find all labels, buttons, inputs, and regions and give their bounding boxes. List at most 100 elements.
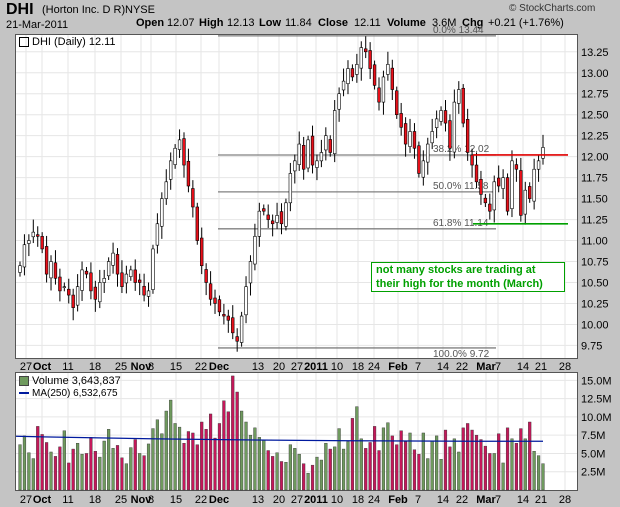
candle-body xyxy=(115,254,120,275)
candle-body xyxy=(80,269,84,291)
candle-body xyxy=(461,87,465,124)
annotation-line-2: their high for the month (March) xyxy=(376,278,543,290)
volume-bar xyxy=(355,406,359,491)
price-x-tick-label: 7 xyxy=(495,361,501,373)
volume-x-tick-label: 11 xyxy=(62,494,73,506)
volume-x-tick-label: 7 xyxy=(415,494,421,506)
candle-body xyxy=(222,314,226,317)
candle-body xyxy=(293,160,297,172)
volume-y-tick-label: 7.5M xyxy=(581,430,605,442)
candle-body xyxy=(306,139,310,169)
candle-body xyxy=(98,282,102,303)
candle-body xyxy=(257,210,262,237)
symbol: DHI xyxy=(6,1,34,18)
price-y-tick-label: 13.00 xyxy=(581,68,609,80)
volume-bar xyxy=(381,427,386,491)
candle-body xyxy=(164,181,168,199)
volume-bar xyxy=(169,399,173,491)
candle-body xyxy=(89,272,93,292)
price-x-tick-label: Mar xyxy=(476,361,496,373)
candle-body xyxy=(270,220,275,225)
candle-body xyxy=(346,68,350,84)
candle-body xyxy=(541,147,545,159)
price-x-tick-label: 15 xyxy=(170,361,182,373)
candle-body xyxy=(528,186,532,199)
price-y-tick-label: 11.00 xyxy=(581,236,608,248)
candle-body xyxy=(62,286,66,288)
annotation-box: not many stocks are trading at their hig… xyxy=(371,262,565,292)
price-x-tick-label: 28 xyxy=(559,361,571,373)
candle-body xyxy=(510,160,514,209)
volume-bar xyxy=(195,444,199,491)
volume-bar xyxy=(293,448,297,491)
volume-bar xyxy=(412,449,417,491)
candle-body xyxy=(235,336,239,342)
watermark: © StockCharts.com xyxy=(509,3,596,14)
candle-body xyxy=(195,206,199,241)
candle-body xyxy=(519,170,523,216)
candle-body xyxy=(213,297,217,304)
candle-body xyxy=(532,168,536,202)
volume-bar xyxy=(248,434,253,491)
candle-body xyxy=(191,188,195,208)
price-y-tick-label: 10.25 xyxy=(581,298,609,310)
volume-legend: Volume 3,643,837 xyxy=(19,375,121,387)
candle-body xyxy=(310,135,315,166)
volume-y-tick-label: 15.0M xyxy=(581,375,612,387)
volume-x-tick-label: 24 xyxy=(368,494,380,506)
price-legend: DHI (Daily) 12.11 xyxy=(19,36,116,48)
ma-legend: MA(250) 6,532,675 xyxy=(19,388,118,399)
candle-body xyxy=(523,189,527,215)
candle-body xyxy=(248,261,253,284)
candle-body xyxy=(160,198,164,227)
price-y-tick-label: 13.25 xyxy=(581,47,609,59)
candle-body xyxy=(297,143,301,165)
volume-bar xyxy=(266,450,270,491)
volume-bar xyxy=(333,446,337,491)
volume-bar xyxy=(177,426,182,491)
volume-x-tick-label: 21 xyxy=(535,494,547,506)
volume-bar xyxy=(271,456,275,491)
volume-x-tick-label: 25 xyxy=(115,494,127,506)
fib-label: 100.0% 9.72 xyxy=(433,349,490,360)
volume-bar xyxy=(275,452,279,491)
candle-body xyxy=(430,131,434,144)
volume-bar xyxy=(191,432,195,491)
volume-bar xyxy=(408,432,412,491)
price-x-tick-label: 27 xyxy=(20,361,32,373)
price-x-tick-label: 24 xyxy=(368,361,380,373)
price-x-tick-label: Oct xyxy=(33,361,52,373)
candle-body xyxy=(67,288,71,296)
candle-body xyxy=(448,120,452,149)
volume-bar xyxy=(470,429,474,491)
annotation-line-1: not many stocks are trading at xyxy=(376,264,536,276)
volume-bar xyxy=(364,448,368,491)
candle-body xyxy=(434,118,439,129)
volume-bar xyxy=(209,413,213,491)
volume-y-tick-label: 2.5M xyxy=(581,467,605,479)
volume-bar xyxy=(31,458,35,491)
volume-bar xyxy=(483,445,487,491)
volume-x-tick-label: Oct xyxy=(33,494,52,506)
candle-body xyxy=(457,89,461,104)
fib-label: 38.2% 12.02 xyxy=(433,144,490,155)
candle-body xyxy=(399,113,403,128)
price-x-tick-label: 8 xyxy=(148,361,154,373)
candle-body xyxy=(204,269,208,283)
volume-bar xyxy=(27,452,31,491)
volume-bar xyxy=(80,453,84,491)
volume-bar xyxy=(160,433,164,491)
candle-body xyxy=(75,286,80,306)
candle-body xyxy=(177,139,182,150)
volume-bar xyxy=(142,455,146,491)
candle-body xyxy=(408,131,412,147)
volume-bar xyxy=(426,458,430,491)
price-x-tick-label: 7 xyxy=(415,361,421,373)
price-x-tick-label: 11 xyxy=(62,361,73,373)
candle-body xyxy=(169,160,173,180)
price-y-tick-label: 12.50 xyxy=(581,110,609,122)
candle-body xyxy=(403,123,408,145)
volume-bar xyxy=(474,434,479,491)
price-x-tick-label: 13 xyxy=(252,361,264,373)
